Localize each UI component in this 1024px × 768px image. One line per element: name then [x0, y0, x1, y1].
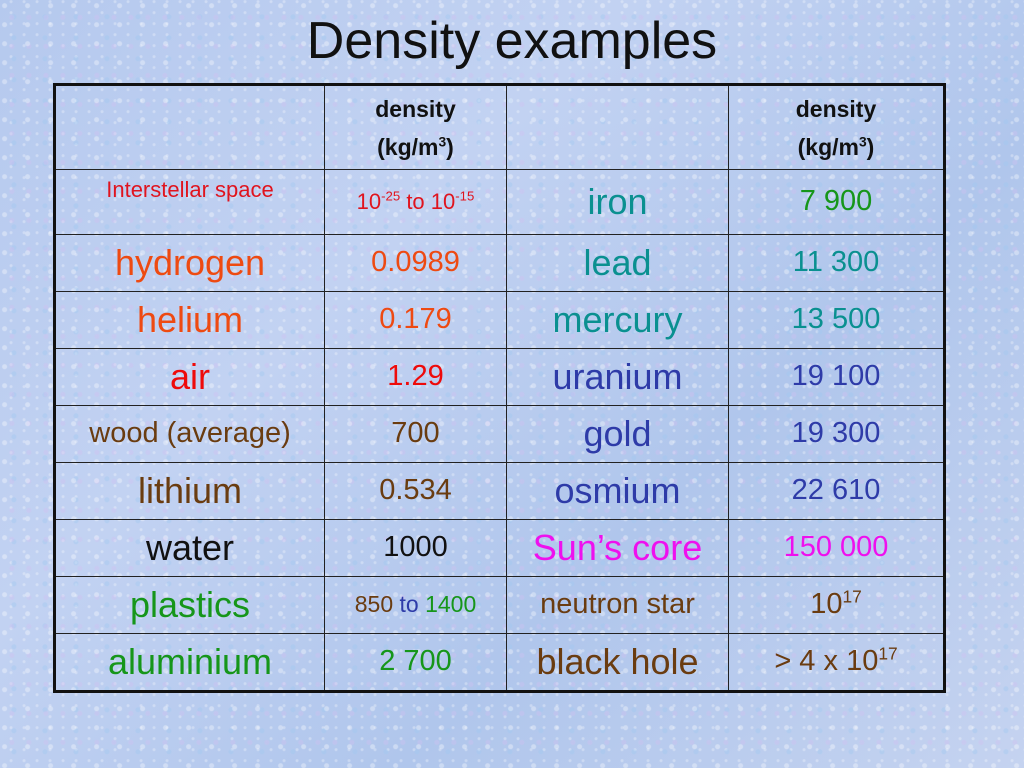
- material-density: 1017: [728, 576, 945, 634]
- density-label: density: [375, 95, 456, 122]
- material-name: uranium: [506, 348, 729, 406]
- material-name: helium: [54, 291, 325, 349]
- density-unit: (kg/m3): [377, 133, 454, 160]
- material-name: iron: [506, 169, 729, 235]
- density-table: density (kg/m3) density (kg/m3) Interste…: [53, 83, 946, 693]
- density-unit: (kg/m3): [797, 133, 875, 160]
- material-density: > 4 x 1017: [728, 633, 945, 692]
- material-density: 150 000: [728, 519, 945, 577]
- material-density: 850 to 1400: [324, 576, 507, 634]
- header-cell-density: density (kg/m3): [324, 84, 507, 170]
- material-density: 10-25 to 10-15: [324, 169, 507, 235]
- material-name: gold: [506, 405, 729, 463]
- material-density: 0.179: [324, 291, 507, 349]
- material-density: 19 300: [728, 405, 945, 463]
- material-density: 22 610: [728, 462, 945, 520]
- table-row: water 1000 Sun’s core 150 000: [54, 519, 945, 577]
- material-density: 0.0989: [324, 234, 507, 292]
- table-row: helium 0.179 mercury 13 500: [54, 291, 945, 349]
- material-density: 11 300: [728, 234, 945, 292]
- material-name: hydrogen: [54, 234, 325, 292]
- page-title: Density examples: [306, 12, 718, 70]
- material-name: air: [54, 348, 325, 406]
- material-density: 1.29: [324, 348, 507, 406]
- table-row: lithium 0.534 osmium 22 610: [54, 462, 945, 520]
- material-name: Sun’s core: [506, 519, 729, 577]
- table-row: wood (average) 700 gold 19 300: [54, 405, 945, 463]
- material-name: neutron star: [506, 576, 729, 634]
- material-density: 13 500: [728, 291, 945, 349]
- table-row: air 1.29 uranium 19 100: [54, 348, 945, 406]
- material-density: 19 100: [728, 348, 945, 406]
- table-header-row: density (kg/m3) density (kg/m3): [54, 84, 945, 170]
- density-label: density: [795, 95, 877, 122]
- header-cell-density: density (kg/m3): [728, 84, 945, 170]
- material-density: 700: [324, 405, 507, 463]
- table-row: plastics 850 to 1400 neutron star 1017: [54, 576, 945, 634]
- material-density: 2 700: [324, 633, 507, 692]
- material-name: water: [54, 519, 325, 577]
- material-density: 1000: [324, 519, 507, 577]
- material-name: lithium: [54, 462, 325, 520]
- material-name: osmium: [506, 462, 729, 520]
- material-name: mercury: [506, 291, 729, 349]
- material-density: 7 900: [728, 169, 945, 235]
- material-name: aluminium: [54, 633, 325, 692]
- header-cell-empty: [506, 84, 729, 170]
- material-density: 0.534: [324, 462, 507, 520]
- table-row: aluminium 2 700 black hole > 4 x 1017: [54, 633, 945, 692]
- material-name: Interstellar space: [54, 169, 325, 235]
- table-row: Interstellar space 10-25 to 10-15 iron 7…: [54, 169, 945, 235]
- header-cell-empty: [54, 84, 325, 170]
- material-name: lead: [506, 234, 729, 292]
- material-name: black hole: [506, 633, 729, 692]
- material-name: plastics: [54, 576, 325, 634]
- table-row: hydrogen 0.0989 lead 11 300: [54, 234, 945, 292]
- material-name: wood (average): [54, 405, 325, 463]
